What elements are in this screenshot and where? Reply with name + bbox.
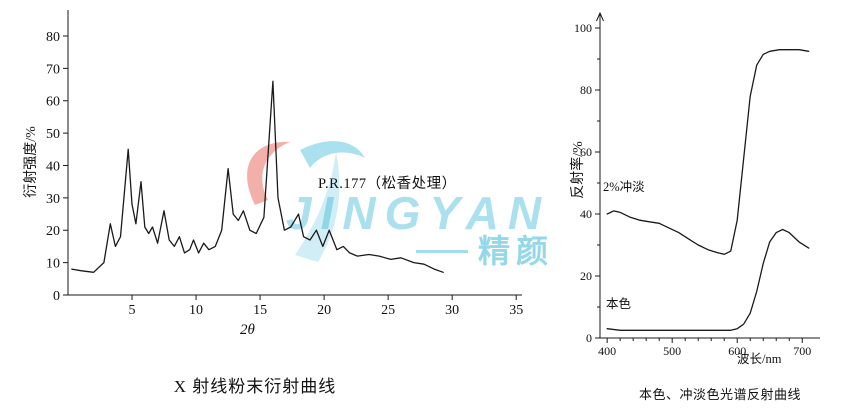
svg-text:0: 0 [586,331,592,345]
svg-text:25: 25 [381,303,395,318]
svg-text:500: 500 [663,344,681,358]
xrd-x-axis-label: 2θ [240,322,255,338]
svg-text:600: 600 [728,344,746,358]
svg-text:30: 30 [46,192,60,207]
svg-text:400: 400 [598,344,616,358]
svg-text:40: 40 [580,207,592,221]
svg-text:100: 100 [574,21,592,35]
xrd-annotation: P.R.177（松香处理） [318,176,457,192]
svg-text:70: 70 [46,62,60,77]
svg-text:60: 60 [580,145,592,159]
svg-text:20: 20 [317,303,331,318]
svg-text:10: 10 [189,303,203,318]
svg-text:20: 20 [46,224,60,239]
svg-text:40: 40 [46,159,60,174]
svg-text:80: 80 [580,83,592,97]
svg-text:700: 700 [793,344,811,358]
svg-text:0: 0 [53,289,60,304]
reflectance-y-axis-label: 反射率/% [571,141,586,199]
svg-text:10: 10 [46,257,60,272]
svg-text:20: 20 [580,269,592,283]
xrd-plot: 5 10 15 20 25 30 35 0 10 20 30 40 50 60 70 80 [46,10,523,318]
svg-text:15: 15 [253,303,267,318]
series-label-masstone: 本色 [606,297,632,311]
svg-text:50: 50 [46,127,60,142]
svg-text:80: 80 [46,30,60,45]
reflectance-x-axis-label: 波长/nm [737,352,782,366]
reflectance-plot: 400 500 600 700 0 20 40 60 80 100 [574,11,820,358]
series-label-tint: 2%冲淡 [603,180,645,194]
svg-text:30: 30 [445,303,459,318]
xrd-y-axis-label: 衍射强度/% [24,126,39,198]
svg-text:60: 60 [46,95,60,110]
svg-text:35: 35 [509,303,523,318]
xrd-caption: X 射线粉末衍射曲线 [173,377,337,396]
svg-text:5: 5 [129,303,136,318]
reflectance-caption: 本色、冲淡色光谱反射曲线 [638,387,801,402]
